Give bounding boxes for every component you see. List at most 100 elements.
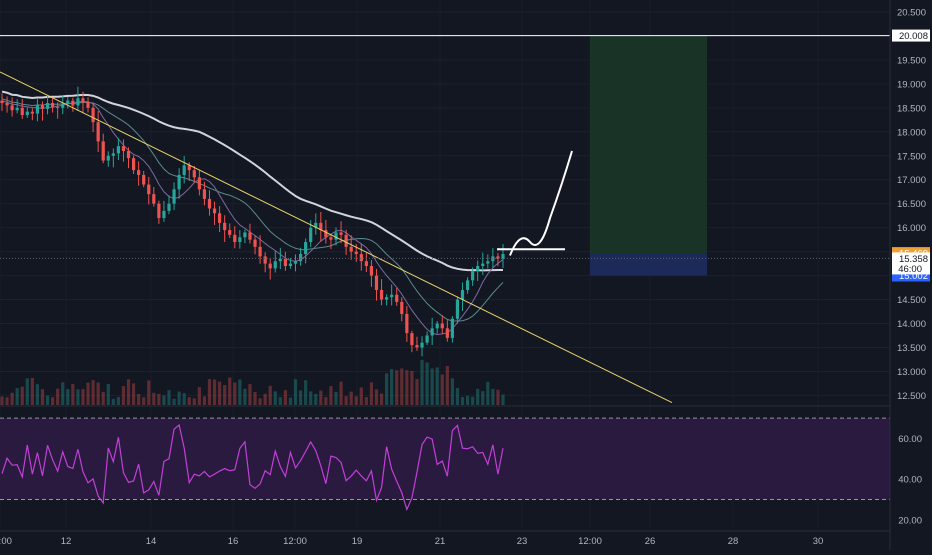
price-tick-label: 20.500 [897,7,926,18]
candle-body [253,239,257,247]
volume-bar [354,396,358,405]
volume-bar [430,368,434,405]
ma-mid [1,98,504,322]
candle-body [0,100,4,104]
candle-body [288,263,293,267]
last-price-tag-bg [892,252,930,275]
price-tick-label: 19.000 [897,79,926,90]
volume-bar [293,379,298,405]
candle-body [364,261,368,267]
volume-bar [233,382,237,405]
volume-bar [71,384,75,405]
volume-bar [76,389,80,405]
time-tick-label: 16 [228,536,239,547]
candle-body [496,256,500,259]
candle-body [425,335,429,343]
volume-bar [460,397,465,405]
rsi-line [1,423,504,512]
rsi-panel [0,417,890,512]
volume-bar [435,367,439,405]
candle-body [455,299,460,319]
price-tick-label: 13.000 [897,367,926,378]
candle-body [121,146,126,151]
candle-body [207,198,212,209]
candle-body [379,289,384,300]
price-tick-label: 19.500 [897,55,926,66]
position-zones[interactable] [590,35,707,276]
candle-body [374,275,379,290]
volume-bar [379,393,384,405]
time-tick-label: 14 [146,536,157,547]
volume-bar [126,379,131,405]
volume-bar [476,388,480,405]
candle-body [329,237,333,240]
candle-body [339,232,343,235]
candle-body [304,242,308,255]
volume-bar [147,380,151,405]
candle-body [400,301,404,314]
candle-body [450,318,454,338]
candle-body [40,105,45,109]
candle-body [319,222,323,231]
countdown-tag: 46:00 [898,264,922,275]
volume-bar [405,370,409,405]
candle-body [56,106,60,108]
price-tick-label: 12.500 [897,391,926,402]
volume-bar [30,377,34,405]
candle-body [314,222,318,228]
volume-bar [25,378,29,405]
candle-body [410,333,414,346]
price-tick-label: 13.500 [897,343,926,354]
volume-bar [471,396,475,405]
candle-body [81,98,85,103]
candle-body [263,256,267,264]
volume-bar [390,369,394,405]
volume-bar [5,397,9,405]
volume-bar [410,370,414,405]
drawings[interactable] [0,35,890,404]
volume-bar [121,386,126,405]
volume-bar [152,392,156,405]
volume-bar [445,366,449,405]
price-tick-label: 14.000 [897,319,926,330]
volume-bar [45,395,50,405]
candle-body [25,111,29,116]
volume-bar [131,383,136,405]
volume-bar [35,384,40,405]
candle-body [20,107,24,116]
candle-body [501,254,505,259]
candle-body [233,234,237,243]
volume-bar [218,381,222,405]
price-tick-label: 16.500 [897,199,926,210]
volume-bar [329,386,333,405]
volume-bar [40,389,45,405]
volume-bar [374,389,379,405]
volume-bar [364,397,368,405]
candle-body [309,227,313,243]
candle-body [177,174,181,190]
candle-body [106,155,110,161]
volume-bar [304,380,308,405]
volume-bar [496,389,500,405]
time-tick-label: 26 [645,536,656,547]
candle-body [390,294,394,298]
volume-bar [162,395,166,405]
candle-body [15,107,19,111]
candle-body [334,232,338,240]
time-tick-label: 12:00 [0,536,12,547]
ma-short [1,100,504,336]
candle-body [248,232,252,240]
candle-body [218,213,222,223]
candle-body [445,328,449,338]
volume-bar [491,388,495,405]
time-tick-label: 12 [61,536,72,547]
volume-bar [263,393,267,405]
volume-bar [465,395,470,405]
volume-bar [212,379,217,405]
volume-bar [268,385,272,405]
candle-body [192,170,196,178]
volume-bar [278,397,282,405]
